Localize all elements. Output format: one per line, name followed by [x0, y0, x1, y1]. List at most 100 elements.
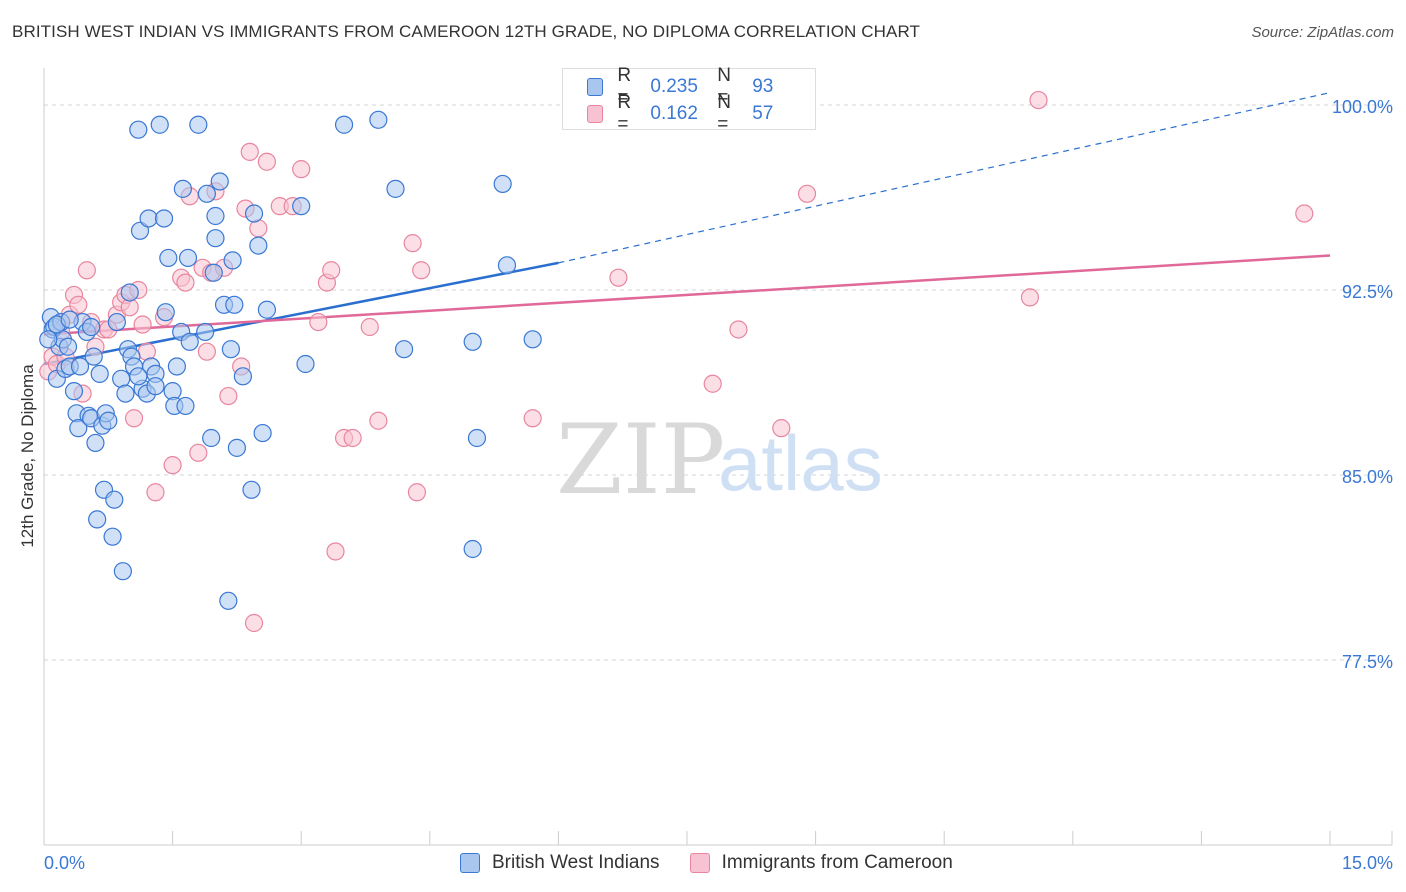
bwi-point	[386, 179, 405, 198]
cameroon-point	[146, 483, 165, 502]
cameroon-point	[403, 234, 422, 253]
bwi-point	[242, 480, 261, 499]
bwi-points	[39, 110, 542, 610]
bwi-point	[139, 209, 158, 228]
cameroon-point	[69, 295, 88, 314]
bwi-point	[197, 184, 216, 203]
cameroon-point	[124, 409, 144, 428]
bwi-point	[129, 367, 148, 386]
bwi-point	[227, 438, 246, 457]
bwi-point	[84, 347, 103, 366]
cameroon-point	[609, 268, 628, 287]
r-value: 0.235	[650, 76, 698, 97]
tick-labels: 100.0% 92.5% 85.0% 77.5% 0.0% 15.0%	[44, 97, 1393, 873]
bwi-point	[257, 300, 277, 319]
cameroon-point	[772, 419, 791, 438]
bwi-point	[82, 317, 101, 337]
bwi-point	[292, 197, 311, 216]
bwi-point	[296, 354, 315, 374]
bwi-point	[146, 377, 165, 396]
watermark-atlas: atlas	[718, 419, 883, 507]
cameroon-point	[77, 261, 96, 280]
stats-legend: R = 0.235 N = 93 R = 0.162 N = 57	[562, 65, 816, 135]
cameroon-point	[523, 409, 542, 428]
bwi-point	[113, 562, 132, 581]
bwi-point	[253, 423, 272, 443]
bwi-point	[156, 303, 175, 322]
bwi-point	[39, 330, 58, 349]
legend-label-cameroon: Immigrants from Cameroon	[721, 852, 953, 873]
bwi-point	[189, 115, 208, 134]
r-label: R =	[617, 65, 632, 108]
x-tick-label: 15.0%	[1342, 853, 1393, 873]
cameroon-point	[133, 315, 152, 334]
cameroon-point	[797, 184, 817, 203]
bwi-point	[64, 382, 84, 401]
cameroon-trend-line	[43, 254, 1331, 336]
bwi-point	[206, 229, 225, 248]
bwi-point	[107, 312, 126, 332]
bwi-point	[244, 204, 264, 223]
pink-swatch-icon	[689, 853, 710, 873]
bwi-point	[58, 337, 78, 356]
bwi-point	[178, 248, 198, 268]
bwi-point	[204, 263, 223, 282]
bwi-point	[150, 115, 169, 134]
blue-swatch-icon	[587, 78, 604, 96]
legend-item-cameroon[interactable]: Immigrants from Cameroon	[689, 852, 953, 874]
y-axis-label: 12th Grade, No Diploma	[18, 364, 37, 548]
bwi-point	[173, 179, 192, 198]
bwi-point	[130, 221, 150, 240]
bwi-point	[154, 209, 174, 228]
bwi-point	[394, 340, 414, 359]
bwi-point	[202, 428, 221, 448]
series-legend: British West Indians Immigrants from Cam…	[460, 852, 983, 874]
cameroon-point	[326, 542, 345, 561]
cameroon-point	[322, 261, 341, 280]
bwi-point	[223, 251, 242, 270]
cameroon-point	[309, 312, 328, 332]
legend-label-bwi: British West Indians	[492, 852, 660, 873]
bwi-point	[210, 172, 229, 191]
r-value: 0.162	[650, 103, 698, 124]
cameroon-point	[360, 317, 379, 337]
bwi-point	[129, 120, 148, 139]
bwi-point	[167, 357, 186, 376]
axes	[43, 68, 1393, 846]
bwi-point	[233, 367, 253, 386]
bwi-point	[225, 295, 244, 314]
blue-swatch-icon	[460, 853, 480, 873]
pink-swatch-icon	[587, 105, 604, 123]
bwi-point	[249, 236, 268, 255]
bwi-point	[180, 332, 199, 351]
bwi-point	[99, 411, 118, 430]
bwi-point	[369, 110, 388, 129]
cameroon-point	[412, 261, 431, 280]
x-tick-label: 0.0%	[44, 853, 85, 873]
bwi-point	[463, 332, 482, 351]
bwi-point	[196, 322, 215, 342]
cameroon-point	[244, 613, 264, 633]
bwi-point	[219, 591, 238, 610]
cameroon-point	[1020, 288, 1040, 307]
y-tick-label: 92.5%	[1342, 282, 1393, 302]
cameroon-point	[729, 320, 748, 339]
source-credit: Source: ZipAtlas.com	[1251, 24, 1394, 41]
cameroon-point	[369, 411, 388, 430]
cameroon-point	[189, 443, 208, 462]
bwi-point	[70, 357, 90, 376]
y-tick-label: 100.0%	[1332, 97, 1393, 117]
bwi-point	[105, 490, 124, 509]
y-tick-label: 85.0%	[1342, 467, 1393, 487]
cameroon-point	[257, 152, 277, 171]
cameroon-point	[219, 386, 238, 406]
legend-item-bwi[interactable]: British West Indians	[460, 852, 660, 874]
legend-row-bwi: R = 0.235 N = 93	[587, 65, 815, 108]
cameroon-point	[343, 428, 362, 448]
cameroon-point	[163, 456, 182, 475]
bwi-point	[221, 340, 240, 359]
bwi-point	[497, 256, 517, 275]
cameroon-point	[1295, 204, 1314, 223]
n-label: N =	[717, 65, 731, 108]
